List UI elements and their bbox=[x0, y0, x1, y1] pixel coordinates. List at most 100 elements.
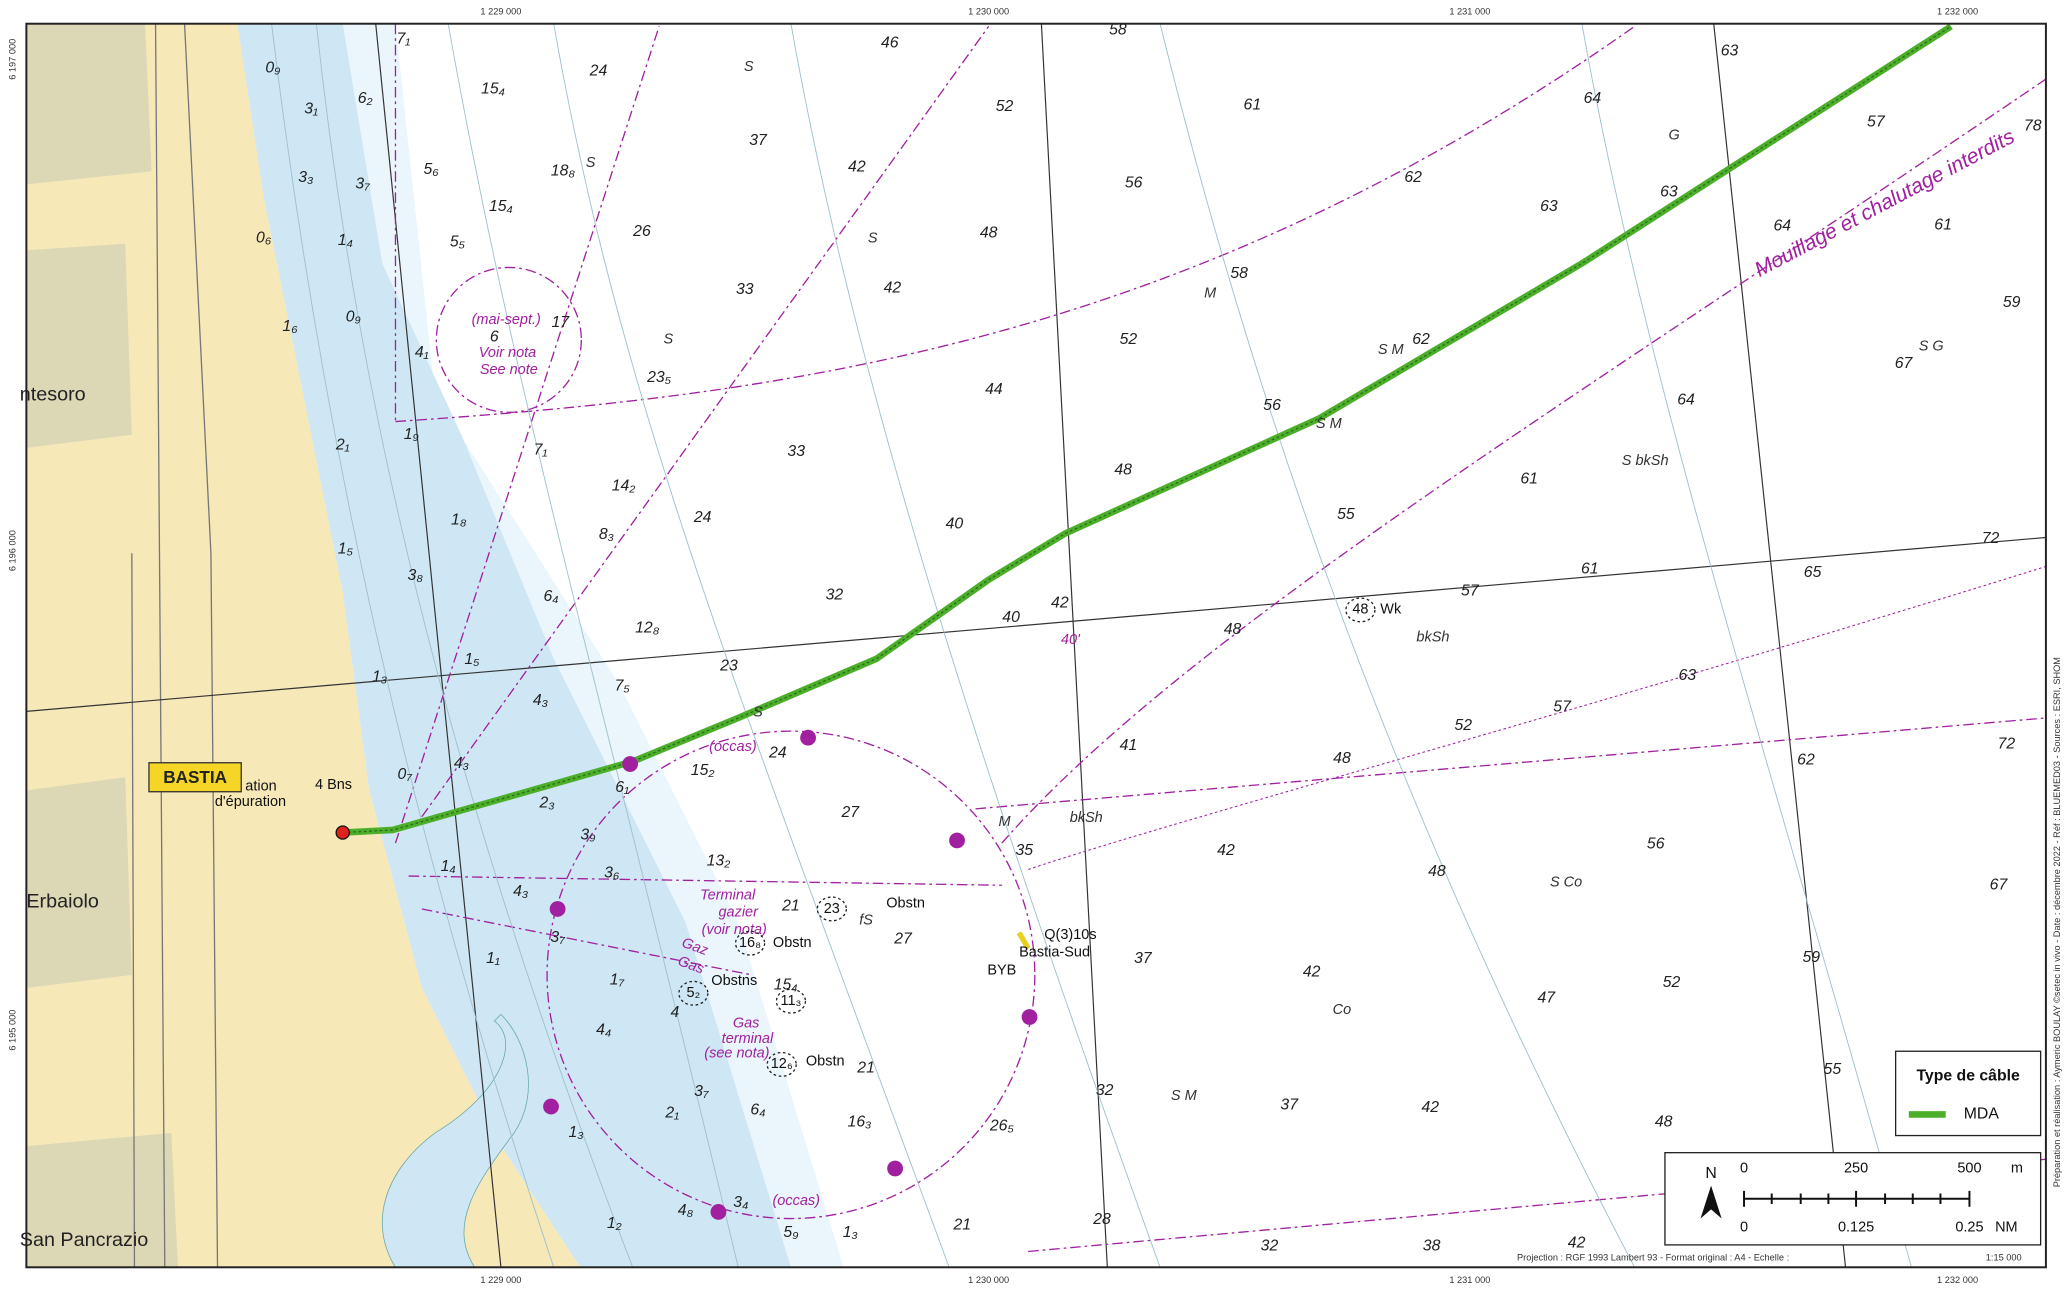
sounding: 48 bbox=[1224, 621, 1242, 638]
urban-area bbox=[26, 24, 151, 185]
urban-area bbox=[26, 777, 131, 988]
sounding: 63 bbox=[1679, 667, 1697, 684]
sounding: 6₁ bbox=[615, 779, 629, 796]
sounding: 17 bbox=[551, 314, 570, 331]
scale-label-m: 500 bbox=[1957, 1160, 1981, 1176]
sounding: 16₃ bbox=[848, 1114, 872, 1131]
sounding: 1₁ bbox=[486, 950, 500, 967]
sounding: 0₇ bbox=[398, 766, 413, 783]
sounding: 18₈ bbox=[551, 162, 576, 179]
sounding: 3₆ bbox=[604, 865, 620, 882]
sounding: 40 bbox=[946, 515, 964, 532]
sounding: 56 bbox=[1263, 397, 1281, 414]
chart-note: Obstn bbox=[886, 896, 925, 912]
sounding: 12₈ bbox=[635, 620, 660, 637]
grid-label-top: 1 229 000 bbox=[480, 6, 521, 16]
seabed-type: M bbox=[998, 814, 1011, 830]
sounding: 2₁ bbox=[335, 436, 350, 453]
sounding: 37 bbox=[1134, 950, 1153, 967]
legend-box bbox=[1896, 1051, 2041, 1135]
seabed-type: S bbox=[664, 332, 674, 348]
sounding: 52 bbox=[1454, 717, 1472, 734]
scale-ratio: 1:15 000 bbox=[1986, 1253, 2022, 1263]
sounding: 40 bbox=[1002, 609, 1020, 626]
sounding: 3₈ bbox=[408, 567, 424, 584]
chart-note: Obstn bbox=[773, 935, 812, 951]
legend-title: Type de câble bbox=[1916, 1067, 2020, 1084]
sounding: 61 bbox=[1244, 97, 1262, 114]
projection-note: Projection : RGF 1993 Lambert 93 - Forma… bbox=[1517, 1253, 1789, 1263]
chart-note: 5₂ bbox=[687, 985, 701, 1001]
grid-label-top: 1 232 000 bbox=[1937, 6, 1978, 16]
sounding: 61 bbox=[1520, 471, 1538, 488]
grid-label-bottom: 1 231 000 bbox=[1449, 1275, 1490, 1285]
sounding: 62 bbox=[1797, 751, 1815, 768]
sounding: 4₃ bbox=[533, 692, 548, 709]
regulatory-note: Voir nota bbox=[479, 345, 536, 361]
sounding: 21 bbox=[856, 1060, 875, 1077]
sounding: 26₅ bbox=[989, 1118, 1015, 1135]
scale-label-nm: 0.25 bbox=[1955, 1220, 1983, 1236]
sounding: 15₄ bbox=[774, 977, 798, 994]
sounding: 1₃ bbox=[372, 668, 387, 685]
seabed-type: Co bbox=[1333, 1002, 1352, 1018]
regulatory-note: Terminal bbox=[700, 888, 756, 904]
sounding: 0₉ bbox=[346, 309, 361, 326]
sounding: 48 bbox=[980, 224, 998, 241]
regulatory-note: Gas bbox=[733, 1015, 760, 1031]
seabed-type: S bbox=[744, 59, 754, 75]
grid-label-bottom: 1 230 000 bbox=[968, 1275, 1009, 1285]
sounding: 28 bbox=[1092, 1211, 1111, 1228]
chart-note: d'épuration bbox=[215, 794, 286, 810]
grid-label-top: 1 231 000 bbox=[1449, 6, 1490, 16]
sounding: 4₄ bbox=[596, 1021, 611, 1038]
sounding: 64 bbox=[1584, 90, 1602, 107]
sounding: 48 bbox=[1333, 750, 1351, 767]
place-name: Erbaiolo bbox=[26, 891, 99, 913]
sounding: 4 bbox=[671, 1004, 680, 1021]
sounding: 7₁ bbox=[396, 31, 410, 48]
sounding: 5₅ bbox=[450, 234, 466, 251]
sounding: 64 bbox=[1677, 392, 1695, 409]
sounding: 23₅ bbox=[646, 369, 672, 386]
seabed-type: S M bbox=[1171, 1088, 1198, 1104]
sounding: 5₉ bbox=[783, 1224, 798, 1241]
sounding: 1₃ bbox=[569, 1124, 584, 1141]
seabed-type: bkSh bbox=[1416, 629, 1449, 645]
sounding: 61 bbox=[1934, 216, 1952, 233]
seabed-type: S M bbox=[1316, 416, 1343, 432]
sounding: 1₂ bbox=[607, 1215, 622, 1232]
sounding: 3₁ bbox=[304, 101, 318, 118]
sounding: 24 bbox=[693, 509, 712, 526]
sounding: 27 bbox=[893, 930, 913, 947]
sounding: 13₂ bbox=[707, 853, 731, 870]
grid-label-bottom: 1 232 000 bbox=[1937, 1275, 1978, 1285]
seabed-type: S M bbox=[1378, 342, 1405, 358]
sounding: 52 bbox=[996, 98, 1014, 115]
chart-note: ation bbox=[245, 778, 276, 794]
sounding: 63 bbox=[1660, 184, 1678, 201]
grid-label-left: 6 195 000 bbox=[8, 1010, 18, 1051]
seabed-type: G bbox=[1669, 128, 1680, 144]
sounding: 3₉ bbox=[580, 826, 595, 843]
sounding: 7₁ bbox=[534, 442, 548, 459]
scale-label-nm: 0 bbox=[1740, 1220, 1748, 1236]
sounding: 62 bbox=[1412, 331, 1430, 348]
sounding: 41 bbox=[1120, 737, 1138, 754]
seabed-type: fS bbox=[859, 913, 873, 929]
sounding: 59 bbox=[2003, 294, 2021, 311]
sounding: 7₅ bbox=[615, 678, 631, 695]
sounding: 1₆ bbox=[282, 318, 298, 335]
sounding: 3₇ bbox=[550, 929, 565, 946]
seabed-type: bkSh bbox=[1070, 810, 1103, 826]
sounding: 6₂ bbox=[358, 90, 373, 107]
sounding: 56 bbox=[1647, 836, 1665, 853]
chart-note: 12₆ bbox=[771, 1056, 793, 1072]
sounding: 3₇ bbox=[694, 1083, 709, 1100]
sounding: 59 bbox=[1802, 949, 1820, 966]
map-frame-content bbox=[26, 24, 2046, 1268]
regulatory-note: (see nota) bbox=[704, 1046, 769, 1062]
place-name: San Pancrazio bbox=[20, 1229, 149, 1251]
regulatory-note: (mai-sept.) bbox=[472, 312, 541, 328]
sounding: 1₈ bbox=[451, 512, 467, 529]
